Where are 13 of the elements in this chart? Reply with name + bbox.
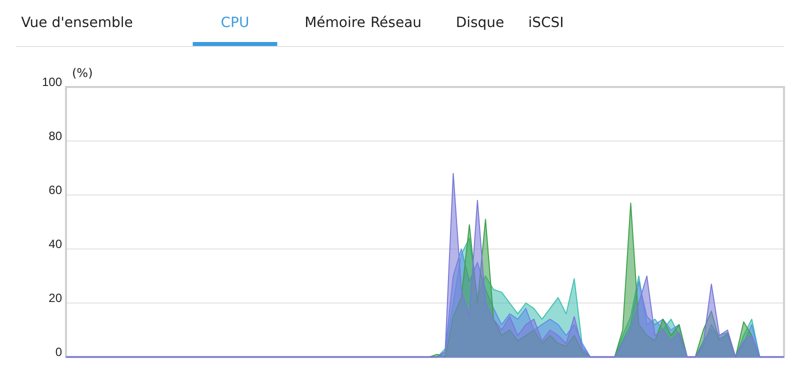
text: Disque <box>456 15 504 31</box>
text: Réseau <box>370 15 422 31</box>
y-tick-label: 100 <box>42 74 62 89</box>
text: iSCSI <box>528 15 564 31</box>
y-tick-label: 40 <box>48 236 62 251</box>
y-tick-label: 60 <box>48 182 62 197</box>
y-tick-label: 20 <box>48 290 62 305</box>
y-tick-label: 80 <box>48 128 62 143</box>
text: CPU <box>220 15 250 31</box>
text: Vue d'ensemble <box>21 15 133 31</box>
y-axis-title: (%) <box>72 66 93 80</box>
text: Mémoire <box>304 15 366 31</box>
y-tick-label: 0 <box>55 344 62 359</box>
